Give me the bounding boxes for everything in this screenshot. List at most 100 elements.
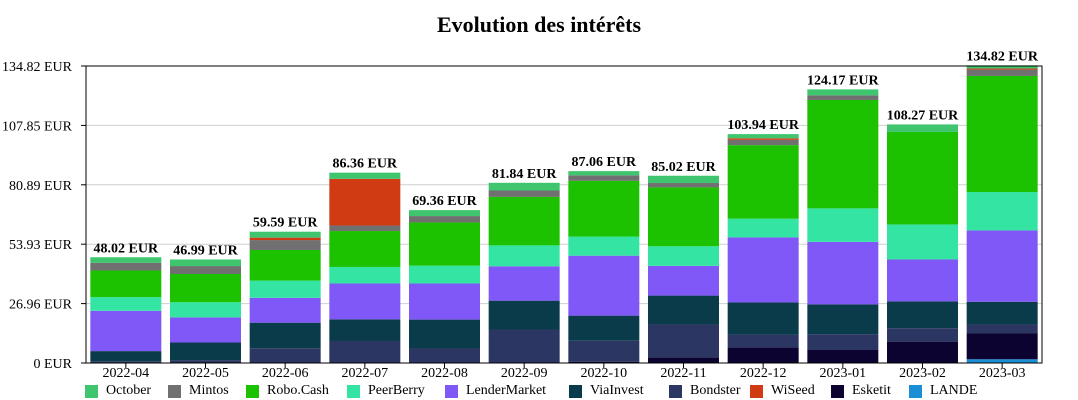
bar-segment-viainvest [329,319,401,341]
bar-segment-robo-cash [648,187,719,247]
x-tick-label: 2022-08 [421,366,468,381]
legend-swatch [168,384,181,398]
bar-segment-bondster [488,329,560,363]
bar-segment-mintos [90,262,162,271]
legend-label: LANDE [930,383,978,398]
bar-segment-lendermarket [329,283,401,320]
bar-segment-viainvest [488,300,560,330]
bar-segment-mintos [807,95,879,100]
legend-label: PeerBerry [368,383,425,398]
legend-label: Robo.Cash [267,383,329,398]
bar-segment-robo-cash [90,270,162,298]
legend-label: October [106,383,152,398]
bar-segment-mintos [648,183,719,188]
y-tick-label: 134.82 EUR [2,60,73,75]
y-tick-label: 0 EUR [34,357,73,372]
bar-segment-peerberry [409,265,480,284]
legend-item-mintos: Mintos [168,383,229,399]
legend-swatch [569,384,582,398]
y-tick-label: 107.85 EUR [2,119,73,134]
bar-segment-october [409,210,480,217]
x-tick-label: 2022-09 [501,366,548,381]
bar-segment-lendermarket [90,310,162,352]
bar-segment-viainvest [249,322,321,349]
bar-segment-wiseed [249,237,321,241]
bar-segment-bondster [409,348,480,363]
bar-segment-robo-cash [249,249,321,281]
bar-segment-robo-cash [887,131,958,225]
bar-segment-mintos [170,266,241,275]
stacked-bar-chart: Evolution des intérêts 0 EUR 26.96 EUR 53.… [2,12,1043,381]
bar-segment-wiseed [966,68,1038,70]
bar-segment-esketit [727,347,799,363]
bar-segment-october [807,89,879,96]
total-label: 124.17 EUR [807,73,879,88]
x-tick-label: 2022-10 [580,366,627,381]
legend-label: Bondster [690,383,741,398]
x-tick-label: 2022-04 [102,366,149,381]
bar-segment-peerberry [170,302,241,318]
y-tick-label: 80.89 EUR [9,179,73,194]
bar-segment-peerberry [727,218,799,238]
total-label: 46.99 EUR [173,243,238,258]
bar-segment-peerberry [568,236,640,256]
bar-segment-october [648,175,719,184]
legend-item-viainvest: ViaInvest [569,383,644,399]
bar-segment-mintos [329,225,401,232]
data-labels: 48.02 EUR 46.99 EUR 59.59 EUR 86.36 EUR 69.3… [94,49,1039,258]
bar-segment-robo-cash [409,222,480,266]
bar-segment-viainvest [887,301,958,329]
bar-segment-bondster [807,334,879,351]
bar-segment-october [249,231,321,238]
bar-segment-wiseed [727,138,799,140]
total-label: 59.59 EUR [253,216,318,231]
y-tick-label: 26.96 EUR [9,298,73,313]
bars [90,65,1038,363]
bar-segment-robo-cash [170,274,241,303]
bar-segment-october [488,182,560,191]
chart-legend: October Mintos Robo.Cash PeerBerry LenderMar… [0,383,1078,400]
total-label: 85.02 EUR [651,160,716,175]
legend-label: WiSeed [771,383,815,398]
bar-segment-lendermarket [807,241,879,305]
bar-segment-bondster [329,340,401,363]
legend-swatch [246,384,259,398]
bar-segment-peerberry [966,192,1038,231]
plot-frame [85,65,1043,364]
bar-segment-robo-cash [568,180,640,237]
legend-label: Esketit [852,383,891,398]
bar-segment-lande [966,359,1038,363]
bar-segment-robo-cash [966,75,1038,193]
bar-segment-viainvest [807,304,879,335]
legend-label: ViaInvest [590,383,644,398]
bar-segment-robo-cash [488,196,560,246]
bar-segment-bondster [727,334,799,348]
bar-segment-viainvest [648,295,719,325]
bar-segment-peerberry [807,208,879,242]
legend-label: Mintos [189,383,229,398]
legend-item-robo-cash: Robo.Cash [246,383,329,399]
bar-segment-viainvest [170,342,241,361]
total-label: 69.36 EUR [412,194,477,209]
bar-segment-lendermarket [409,283,480,320]
bar-segment-october [727,134,799,139]
legend-swatch [750,384,763,398]
bar-segment-bondster [249,348,321,363]
axes: 0 EUR 26.96 EUR 53.93 EUR 80.89 EUR 107.85 E… [2,60,1043,381]
bar-segment-bondster [90,361,162,363]
bar-segment-mintos [568,175,640,181]
bar-segment-viainvest [409,319,480,349]
bar-segment-october [170,259,241,267]
y-tick-label: 53.93 EUR [9,238,73,253]
x-tick-label: 2022-06 [262,366,309,381]
total-label: 134.82 EUR [966,49,1038,64]
x-tick-label: 2022-05 [182,366,229,381]
bar-segment-esketit [966,333,1038,360]
bar-segment-viainvest [727,302,799,335]
bar-segment-october [966,65,1038,69]
total-label: 86.36 EUR [333,157,398,172]
bar-segment-lendermarket [568,255,640,316]
legend-label: LenderMarket [466,383,547,398]
bar-segment-lendermarket [488,266,560,301]
total-label: 103.94 EUR [727,118,799,133]
